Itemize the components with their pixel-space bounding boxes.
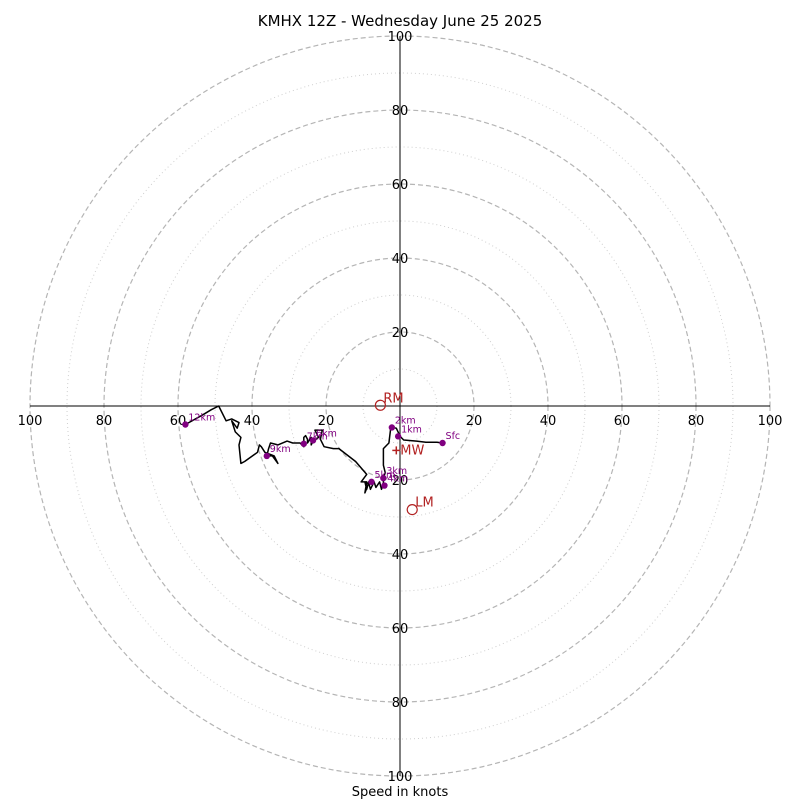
height-label-1km: 1km [401,424,422,435]
height-marker-1km [394,433,402,440]
height-label-2km: 2km [395,415,416,426]
x-tick-label: 20 [318,414,335,429]
x-tick-label: 60 [170,414,187,429]
y-tick-label: 20 [392,326,409,341]
y-tick-label: 20 [392,474,409,489]
height-marker-12km [182,421,189,428]
height-marker-7km [300,440,307,447]
y-tick-label: 40 [392,548,409,563]
height-marker-sfc [439,439,446,447]
height-marker-2km [388,424,396,431]
y-tick-label: 80 [392,696,409,711]
motion-label-mw: MW [400,443,424,458]
height-label-7km: 7km [307,432,328,443]
tick-labels: 100 80 60 40 20 20 40 60 80 100 100 80 60 40 20 20 40 60 8… [18,30,783,785]
height-marker-9km [263,452,270,460]
height-label-9km: 9km [270,444,291,455]
motion-marker-rm [374,399,386,411]
height-marker-5km [368,478,375,486]
y-tick-label: 100 [388,770,413,785]
x-tick-label: 100 [758,414,783,429]
height-label-12km: 12km [188,413,215,424]
y-tick-label: 100 [388,30,413,45]
chart-title: KMHX 12Z - Wednesday June 25 2025 [258,12,543,30]
height-marker-4km [381,482,388,489]
axis-spines [30,36,770,776]
x-tick-label: 20 [466,414,483,429]
x-tick-label: 80 [96,414,113,429]
height-label-3km: 3km [386,466,407,477]
y-tick-label: 60 [392,178,409,193]
x-axis-label: Speed in knots [352,785,449,800]
y-tick-label: 60 [392,622,409,637]
y-tick-label: 80 [392,104,409,119]
motion-label-rm: RM [383,391,403,406]
x-tick-label: 40 [244,414,261,429]
x-tick-label: 60 [614,414,631,429]
storm-motions: RM LM MW [374,391,434,516]
height-marker-6km [309,437,317,444]
height-label-5km: 5km [375,470,396,481]
height-label-4km: 4km [387,474,408,485]
x-tick-label: 80 [688,414,705,429]
y-tick-label: 40 [392,252,409,267]
height-label-sfc: Sfc [446,431,461,442]
x-tick-label: 100 [18,414,43,429]
height-label-6km: 6km [316,428,337,439]
height-marker-3km [380,474,387,482]
motion-label-lm: LM [415,496,433,511]
motion-marker-lm [406,504,418,516]
x-tick-label: 40 [540,414,557,429]
